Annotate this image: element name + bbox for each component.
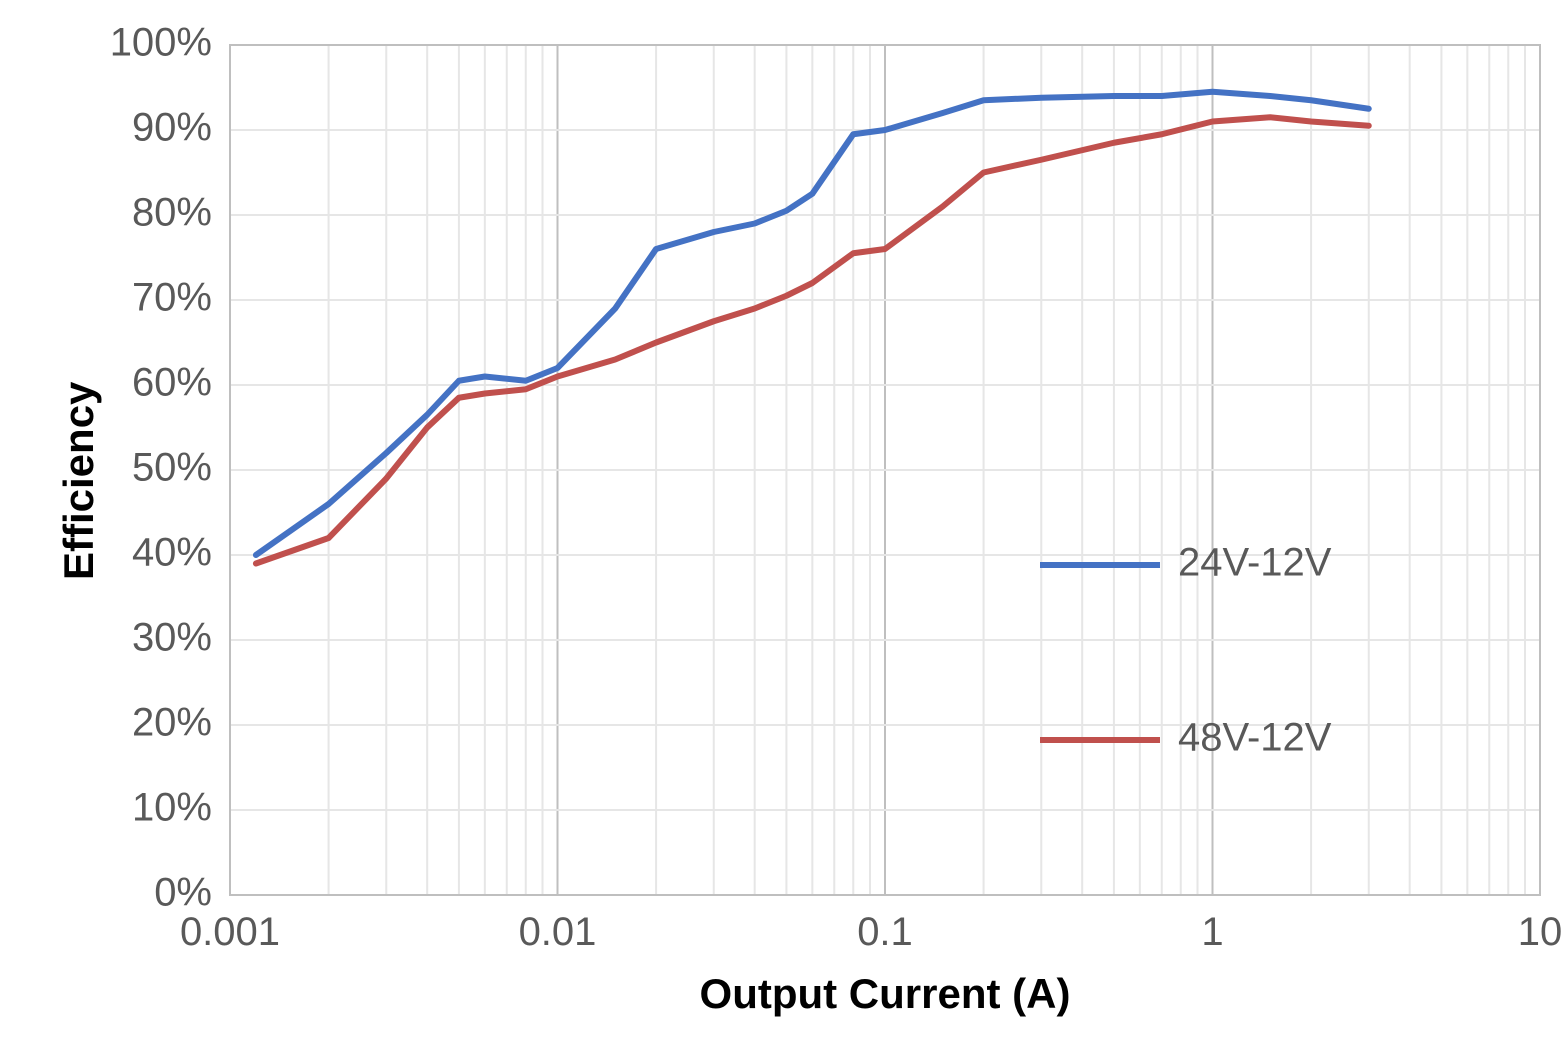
y-tick-label: 100% xyxy=(110,21,212,65)
legend-label: 24V-12V xyxy=(1178,541,1332,585)
legend-label: 48V-12V xyxy=(1178,716,1332,760)
y-axis-label: Efficiency xyxy=(55,382,103,580)
y-tick-label: 60% xyxy=(132,361,212,405)
y-tick-label: 70% xyxy=(132,276,212,320)
x-tick-label: 0.01 xyxy=(519,910,597,954)
y-tick-label: 50% xyxy=(132,446,212,490)
y-tick-label: 80% xyxy=(132,191,212,235)
y-tick-label: 20% xyxy=(132,701,212,745)
efficiency-chart: 0% 10% 20% 30% 40% 50% 60% 70% 80% 90% 100% 0.001 0.… xyxy=(0,0,1565,1052)
x-axis-label: Output Current (A) xyxy=(230,970,1540,1018)
y-tick-label: 90% xyxy=(132,106,212,150)
y-tick-label: 10% xyxy=(132,786,212,830)
y-tick-label: 40% xyxy=(132,531,212,575)
chart-svg: 0% 10% 20% 30% 40% 50% 60% 70% 80% 90% 100% 0.001 0.… xyxy=(0,0,1565,1052)
x-tick-label: 0.1 xyxy=(857,910,913,954)
x-tick-label: 1 xyxy=(1201,910,1223,954)
x-tick-label: 10 xyxy=(1518,910,1563,954)
x-tick-label: 0.001 xyxy=(180,910,280,954)
y-tick-label: 30% xyxy=(132,616,212,660)
y-tick-label: 0% xyxy=(154,871,212,915)
